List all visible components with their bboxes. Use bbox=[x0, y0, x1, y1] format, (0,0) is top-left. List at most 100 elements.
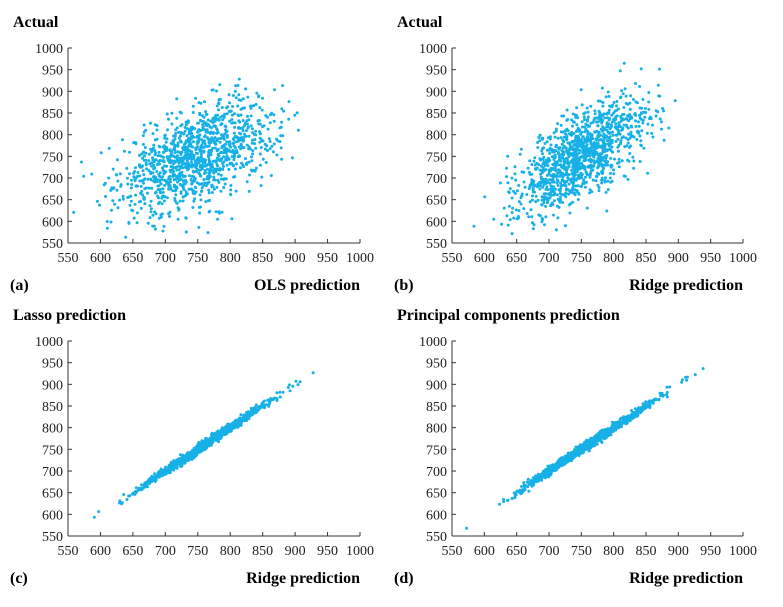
scatter-point bbox=[554, 160, 558, 164]
scatter-point bbox=[637, 131, 640, 135]
scatter-point bbox=[199, 168, 203, 172]
scatter-point bbox=[559, 198, 563, 202]
scatter-point bbox=[236, 104, 240, 108]
scatter-point bbox=[586, 117, 590, 121]
scatter-point bbox=[311, 371, 315, 375]
y-tick-label: 750 bbox=[426, 150, 447, 165]
scatter-point bbox=[630, 125, 634, 129]
scatter-point bbox=[597, 189, 601, 193]
scatter-point bbox=[533, 163, 537, 167]
scatter-point bbox=[597, 432, 601, 436]
scatter-point bbox=[643, 401, 647, 405]
scatter-point bbox=[168, 174, 172, 178]
scatter-point bbox=[169, 153, 173, 157]
scatter-point bbox=[508, 218, 512, 222]
scatter-point bbox=[510, 211, 514, 214]
scatter-point bbox=[262, 124, 266, 128]
scatter-point bbox=[552, 213, 555, 217]
scatter-point bbox=[264, 161, 268, 164]
scatter-point bbox=[169, 465, 173, 469]
scatter-point bbox=[178, 110, 182, 114]
scatter-point bbox=[640, 129, 644, 133]
scatter-point bbox=[265, 144, 269, 148]
scatter-point bbox=[608, 141, 612, 145]
scatter-point bbox=[234, 422, 238, 426]
scatter-point bbox=[174, 128, 178, 132]
scatter-point bbox=[259, 406, 263, 409]
scatter-point bbox=[160, 202, 164, 206]
scatter-point bbox=[693, 373, 697, 377]
scatter-point bbox=[193, 177, 197, 181]
scatter-point bbox=[294, 379, 298, 383]
scatter-point bbox=[214, 210, 218, 214]
scatter-point bbox=[161, 168, 165, 172]
scatter-point bbox=[544, 177, 547, 181]
x-tick-label: 700 bbox=[155, 251, 176, 266]
scatter-point bbox=[169, 180, 172, 184]
scatter-point bbox=[192, 135, 196, 139]
scatter-point bbox=[205, 112, 209, 116]
scatter-point bbox=[537, 163, 541, 167]
scatter-point bbox=[565, 127, 569, 131]
scatter-point bbox=[258, 140, 262, 144]
scatter-point bbox=[225, 163, 229, 167]
scatter-point bbox=[536, 198, 540, 202]
scatter-point bbox=[227, 167, 231, 171]
scatter-point bbox=[172, 155, 176, 159]
scatter-point bbox=[163, 134, 167, 138]
scatter-point bbox=[157, 150, 161, 154]
scatter-point bbox=[531, 190, 535, 194]
scatter-point bbox=[558, 155, 561, 159]
scatter-point bbox=[597, 131, 601, 135]
scatter-point bbox=[144, 161, 148, 165]
scatter-point bbox=[528, 200, 532, 204]
scatter-point bbox=[170, 150, 174, 154]
scatter-point bbox=[465, 526, 469, 530]
scatter-point bbox=[145, 483, 149, 487]
scatter-point bbox=[603, 155, 607, 158]
scatter-point bbox=[177, 168, 181, 172]
scatter-point bbox=[221, 162, 225, 165]
scatter-point bbox=[600, 155, 604, 159]
scatter-point bbox=[225, 428, 229, 432]
y-tick-label: 850 bbox=[42, 107, 63, 122]
scatter-point bbox=[573, 448, 576, 452]
scatter-point bbox=[552, 199, 556, 203]
scatter-point bbox=[195, 161, 199, 165]
scatter-point bbox=[143, 177, 147, 181]
scatter-point bbox=[191, 111, 195, 114]
scatter-point bbox=[151, 132, 155, 136]
scatter-point bbox=[149, 121, 152, 125]
scatter-point bbox=[643, 115, 647, 119]
scatter-point bbox=[162, 144, 166, 148]
scatter-point bbox=[575, 106, 579, 110]
scatter-point bbox=[601, 114, 605, 118]
scatter-point bbox=[518, 152, 522, 156]
scatter-point bbox=[523, 185, 527, 189]
scatter-point bbox=[229, 429, 233, 433]
scatter-point bbox=[173, 183, 177, 187]
scatter-point bbox=[272, 150, 275, 154]
scatter-point bbox=[223, 112, 227, 116]
scatter-point bbox=[250, 155, 253, 159]
scatter-point bbox=[80, 160, 83, 164]
scatter-point bbox=[279, 146, 283, 150]
scatter-point bbox=[142, 196, 146, 200]
scatter-point bbox=[212, 141, 216, 145]
scatter-point bbox=[141, 156, 144, 160]
scatter-point bbox=[155, 124, 159, 128]
scatter-point bbox=[586, 115, 590, 119]
scatter-point bbox=[282, 109, 286, 113]
scatter-point bbox=[158, 187, 162, 191]
scatter-point bbox=[207, 191, 211, 195]
x-tick-label: 900 bbox=[285, 251, 306, 266]
scatter-point bbox=[195, 167, 199, 171]
scatter-point bbox=[136, 171, 140, 174]
scatter-point bbox=[181, 195, 185, 199]
scatter-point bbox=[204, 200, 208, 204]
scatter-point bbox=[566, 176, 570, 180]
scatter-point bbox=[575, 129, 579, 132]
scatter-point bbox=[540, 136, 544, 140]
scatter-point bbox=[173, 151, 177, 155]
